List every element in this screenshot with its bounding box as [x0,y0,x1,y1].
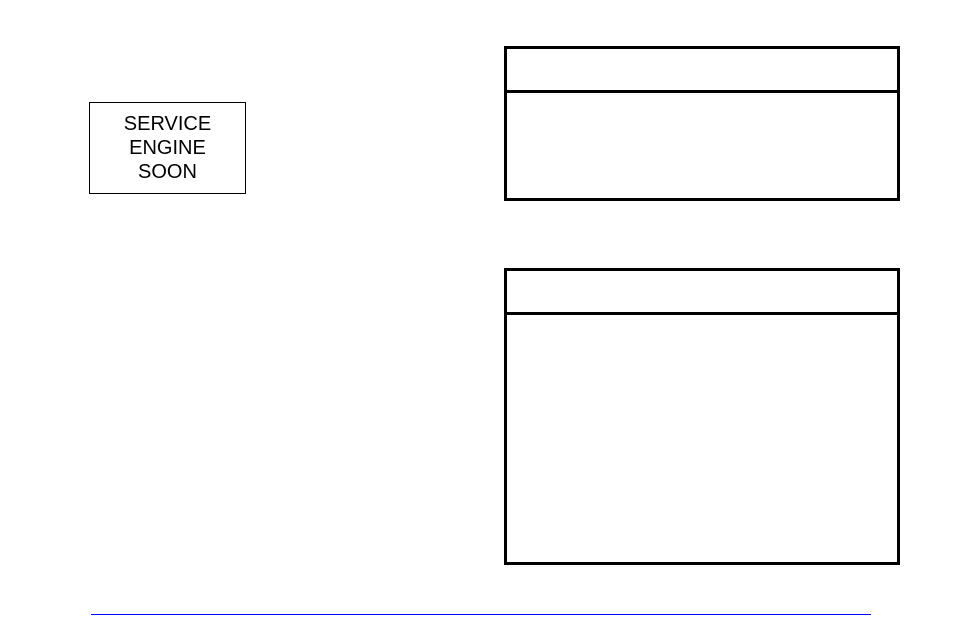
service-engine-text: SERVICE ENGINE SOON [124,112,211,184]
notice-box-2-header [507,271,897,315]
notice-box-1 [504,46,900,201]
bottom-divider-line [91,614,871,615]
service-text-line3: SOON [124,160,211,184]
service-engine-soon-box: SERVICE ENGINE SOON [89,102,246,194]
service-text-line1: SERVICE [124,112,211,136]
notice-box-2 [504,268,900,565]
service-text-line2: ENGINE [124,136,211,160]
notice-box-1-header [507,49,897,93]
